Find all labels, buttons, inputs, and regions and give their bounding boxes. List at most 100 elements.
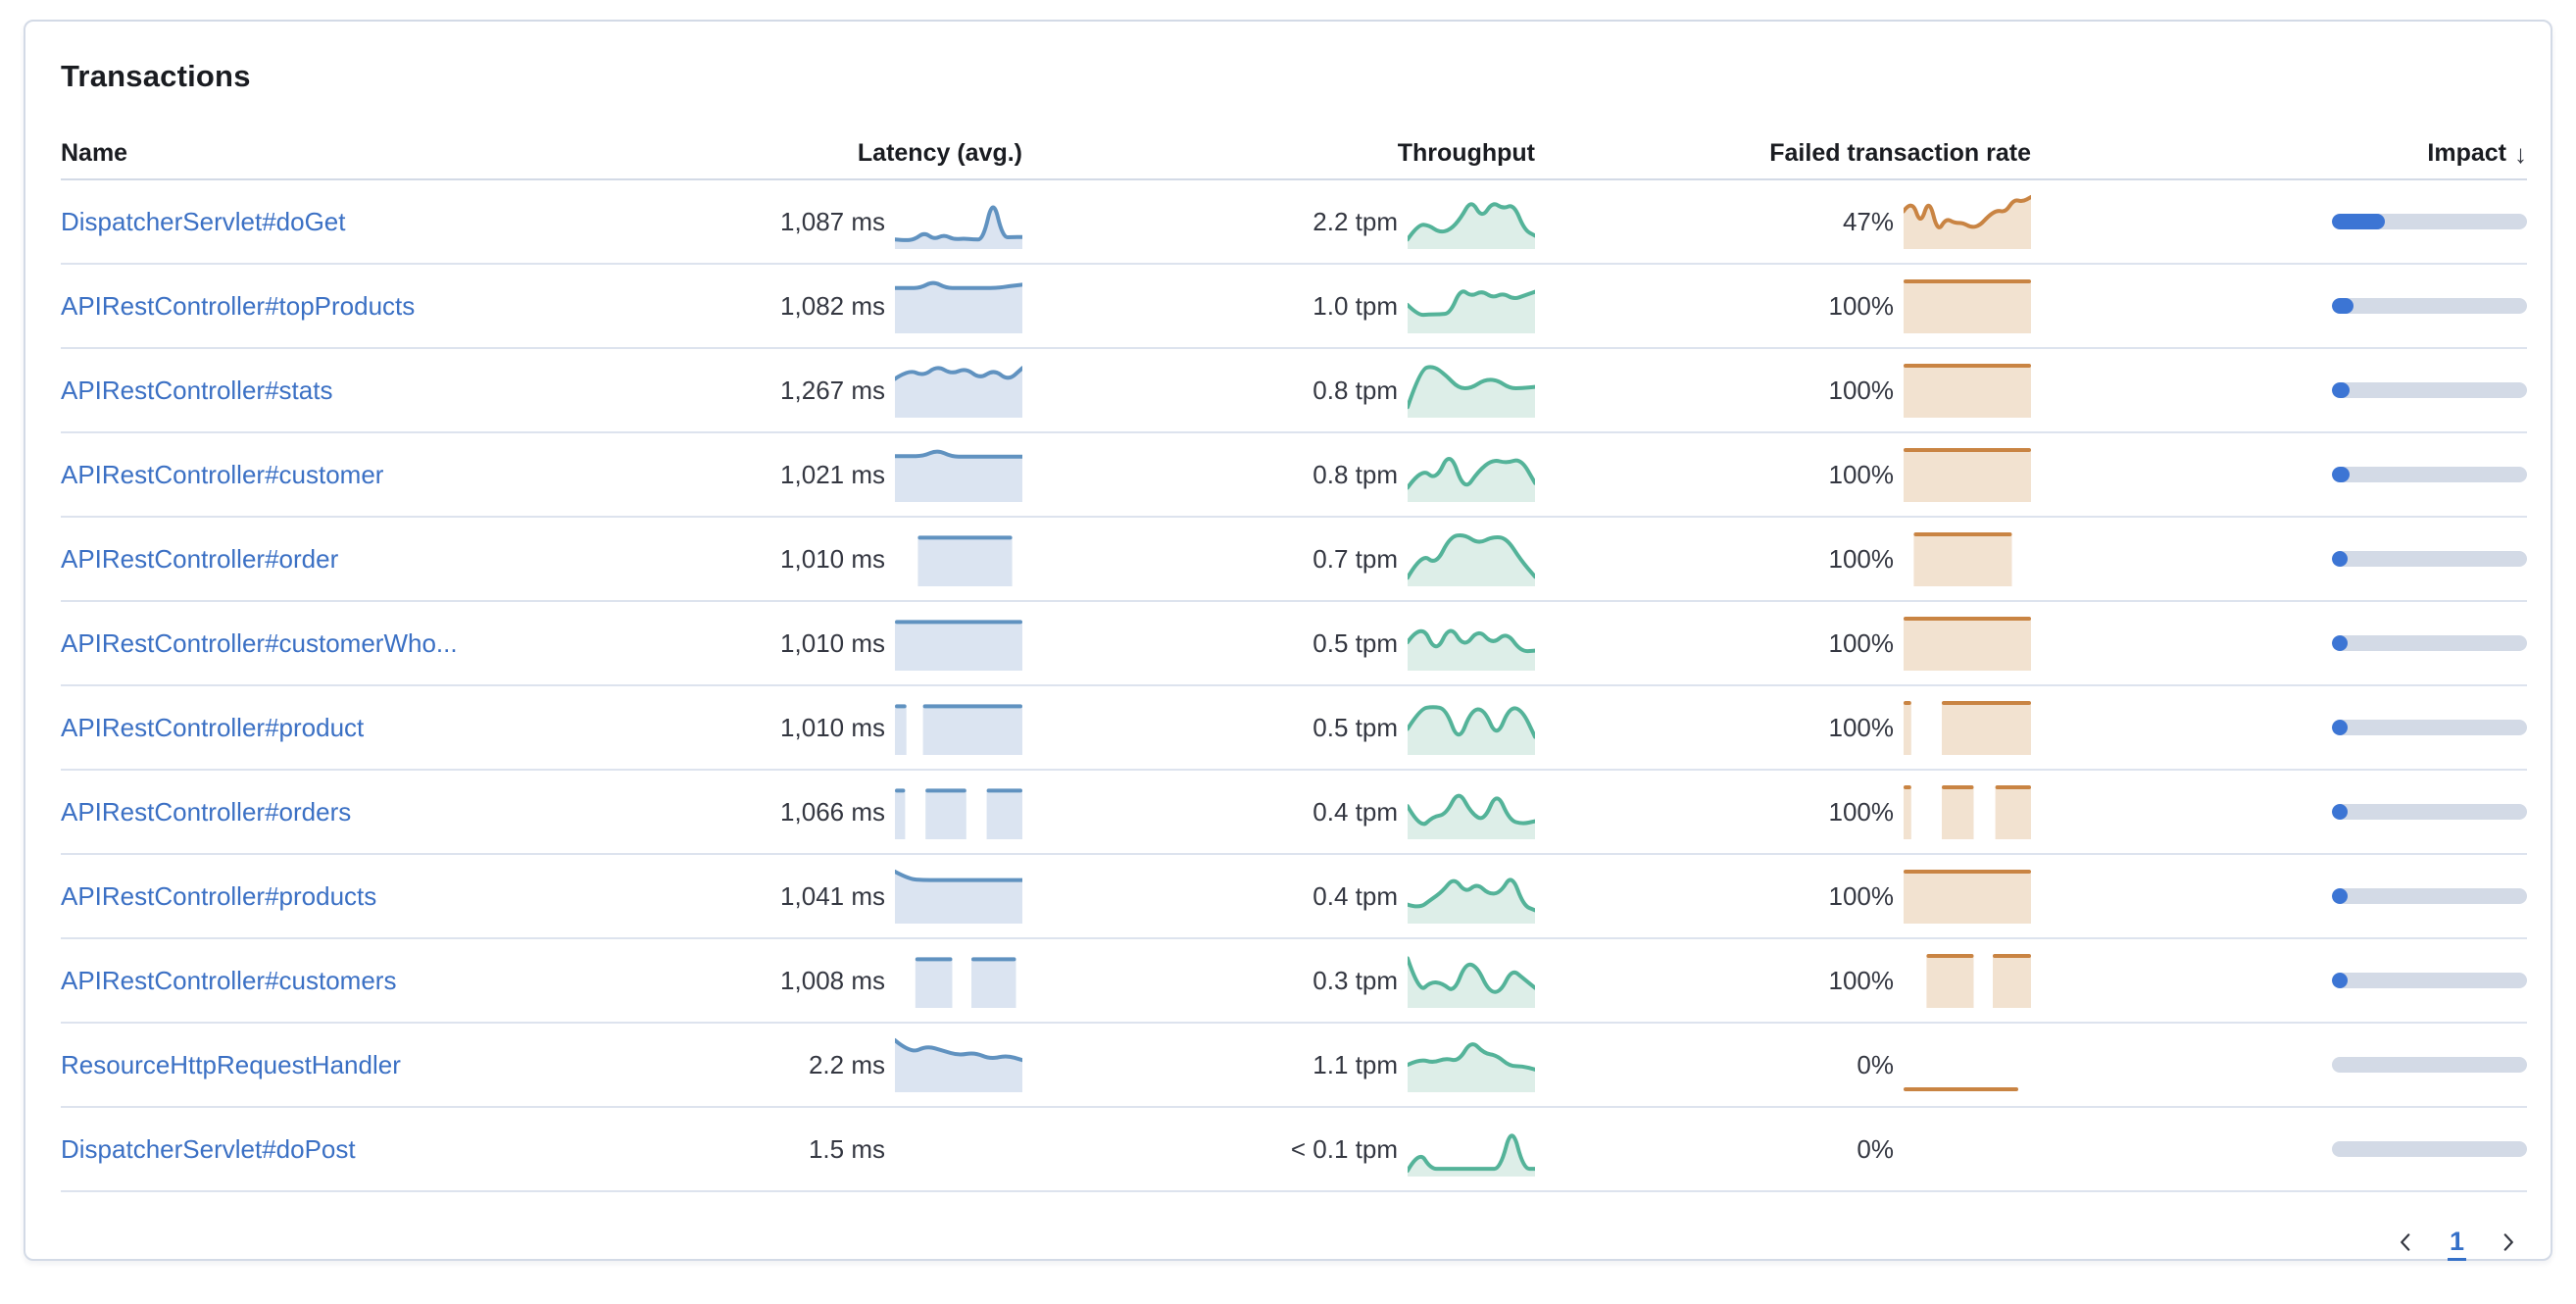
failed-rate-sparkline (1904, 1037, 2031, 1092)
latency-sparkline (895, 1122, 1022, 1177)
chevron-right-icon (2496, 1229, 2521, 1258)
impact-bar-fill (2332, 382, 2350, 398)
failed-rate-sparkline (1904, 616, 2031, 671)
latency-value: 1,041 ms (780, 880, 885, 911)
latency-sparkline (895, 616, 1022, 671)
latency-sparkline (893, 278, 1024, 333)
throughput-value: 1.0 tpm (1313, 290, 1398, 321)
transaction-link[interactable]: DispatcherServlet#doPost (61, 1133, 356, 1164)
failed-rate-value: 100% (1828, 712, 1895, 742)
throughput-value: 2.2 tpm (1313, 206, 1398, 236)
failed-rate-sparkline (1904, 869, 2031, 924)
failed-rate-value: 47% (1842, 206, 1894, 236)
transaction-link[interactable]: APIRestController#customerWho... (61, 627, 458, 658)
transaction-link[interactable]: APIRestController#customer (61, 459, 384, 489)
transaction-link[interactable]: APIRestController#customers (61, 965, 397, 995)
impact-bar (2332, 467, 2527, 482)
throughput-value: 0.8 tpm (1313, 459, 1398, 489)
sort-descending-icon: ↓ (2514, 138, 2527, 169)
failed-rate-sparkline (1904, 447, 2031, 502)
table-row: APIRestController#order 1,010 ms 0.7 tpm 10… (61, 518, 2527, 602)
impact-bar-fill (2332, 467, 2350, 482)
latency-sparkline (893, 1037, 1024, 1092)
throughput-value: 1.1 tpm (1313, 1049, 1398, 1079)
failed-rate-sparkline (1904, 784, 2031, 839)
failed-rate-value: 100% (1828, 543, 1895, 574)
impact-bar (2332, 804, 2527, 820)
impact-bar (2332, 382, 2527, 398)
table-row: ResourceHttpRequestHandler 2.2 ms 1.1 tpm 0… (61, 1024, 2527, 1108)
table-row: APIRestController#orders 1,066 ms 0.4 tpm 1… (61, 771, 2527, 855)
throughput-sparkline (1406, 447, 1537, 502)
latency-value: 1,267 ms (780, 375, 885, 405)
impact-bar (2332, 973, 2527, 988)
transaction-link[interactable]: APIRestController#stats (61, 375, 333, 405)
impact-bar (2332, 551, 2527, 567)
throughput-value: 0.4 tpm (1313, 796, 1398, 827)
throughput-sparkline (1406, 1037, 1537, 1092)
latency-sparkline (893, 869, 1024, 924)
failed-rate-value: 0% (1857, 1049, 1894, 1079)
transaction-link[interactable]: APIRestController#product (61, 712, 365, 742)
failed-rate-sparkline (1904, 953, 2031, 1008)
impact-bar (2332, 635, 2527, 651)
impact-bar-fill (2332, 214, 2385, 229)
throughput-sparkline (1406, 194, 1537, 249)
latency-sparkline (893, 447, 1024, 502)
throughput-value: 0.5 tpm (1313, 627, 1398, 658)
table-row: APIRestController#customers 1,008 ms 0.3 t… (61, 939, 2527, 1024)
table-row: APIRestController#stats 1,267 ms 0.8 tpm 10… (61, 349, 2527, 433)
previous-page-button[interactable] (2389, 1226, 2422, 1262)
table-row: APIRestController#product 1,010 ms 0.5 tpm… (61, 686, 2527, 771)
latency-value: 2.2 ms (808, 1049, 885, 1079)
throughput-value: 0.4 tpm (1313, 880, 1398, 911)
failed-rate-sparkline (1904, 363, 2031, 418)
failed-rate-value: 100% (1828, 375, 1895, 405)
latency-value: 1,021 ms (780, 459, 885, 489)
column-header-name: Name (61, 138, 128, 167)
latency-value: 1,008 ms (780, 965, 885, 995)
impact-bar (2332, 888, 2527, 904)
throughput-sparkline (1406, 531, 1537, 586)
impact-bar (2332, 1141, 2527, 1157)
transaction-link[interactable]: APIRestController#orders (61, 796, 352, 827)
transactions-table: Name Latency (avg.) Throughput Failed tr… (61, 127, 2527, 1192)
throughput-sparkline (1406, 700, 1537, 755)
throughput-value: 0.3 tpm (1313, 965, 1398, 995)
impact-bar-fill (2332, 551, 2348, 567)
impact-bar (2332, 298, 2527, 314)
pagination: 1 (61, 1226, 2527, 1262)
latency-sparkline (893, 194, 1024, 249)
table-row: DispatcherServlet#doPost 1.5 ms < 0.1 tpm 0… (61, 1108, 2527, 1192)
column-header-failed-rate[interactable]: Failed transaction rate (1769, 138, 2031, 167)
failed-rate-value: 100% (1828, 290, 1895, 321)
throughput-sparkline (1406, 363, 1537, 418)
table-row: APIRestController#customerWho... 1,010 ms… (61, 602, 2527, 686)
impact-bar-fill (2332, 635, 2348, 651)
next-page-button[interactable] (2492, 1226, 2525, 1262)
transaction-link[interactable]: APIRestController#order (61, 543, 339, 574)
transaction-link[interactable]: APIRestController#topProducts (61, 290, 416, 321)
impact-bar-fill (2332, 298, 2353, 314)
column-header-throughput[interactable]: Throughput (1397, 138, 1535, 167)
transaction-link[interactable]: ResourceHttpRequestHandler (61, 1049, 401, 1079)
latency-sparkline (895, 531, 1022, 586)
failed-rate-sparkline (1904, 700, 2031, 755)
panel-title: Transactions (61, 59, 251, 93)
throughput-value: < 0.1 tpm (1290, 1133, 1398, 1164)
impact-bar-fill (2332, 973, 2348, 988)
page-1-button[interactable]: 1 (2447, 1227, 2466, 1261)
latency-value: 1,010 ms (780, 543, 885, 574)
latency-sparkline (893, 363, 1024, 418)
impact-bar-fill (2332, 720, 2348, 735)
failed-rate-sparkline (1902, 194, 2033, 249)
column-header-latency[interactable]: Latency (avg.) (857, 138, 1022, 167)
throughput-sparkline (1406, 784, 1537, 839)
transaction-link[interactable]: DispatcherServlet#doGet (61, 206, 346, 236)
column-header-impact[interactable]: Impact ↓ (2031, 138, 2527, 169)
transaction-link[interactable]: APIRestController#products (61, 880, 377, 911)
throughput-sparkline (1406, 616, 1537, 671)
failed-rate-value: 100% (1828, 627, 1895, 658)
latency-sparkline (895, 784, 1022, 839)
latency-value: 1.5 ms (808, 1133, 885, 1164)
